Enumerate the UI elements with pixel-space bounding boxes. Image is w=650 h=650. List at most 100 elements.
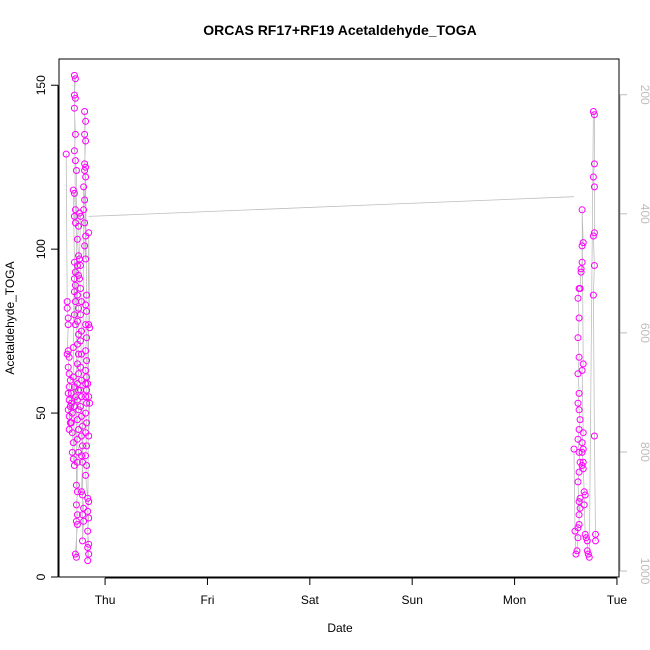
- data-point: [68, 409, 76, 417]
- data-point: [73, 262, 81, 269]
- data-point: [576, 285, 584, 292]
- data-point: [81, 130, 89, 138]
- data-point: [589, 291, 597, 299]
- data-point: [71, 75, 79, 83]
- x-tick-label: Tue: [607, 593, 628, 607]
- data-point: [68, 429, 76, 437]
- data-point: [578, 462, 586, 469]
- y2-axis: 200 400 600 800 1000: [619, 85, 650, 585]
- data-point: [83, 419, 91, 427]
- data-point: [579, 465, 587, 473]
- data-point: [70, 71, 78, 79]
- data-point: [69, 186, 77, 194]
- data-point: [84, 380, 92, 388]
- data-point: [579, 429, 587, 437]
- data-point: [579, 445, 587, 453]
- data-point: [583, 547, 591, 555]
- data-point: [79, 537, 86, 545]
- y-tick-label: 0: [34, 573, 48, 580]
- data-point: [63, 304, 71, 312]
- data-point: [574, 524, 582, 532]
- data-point: [82, 452, 90, 460]
- data-point: [580, 501, 588, 509]
- y2-tick-label: 200: [638, 85, 650, 105]
- data-points: [62, 71, 599, 565]
- data-point: [85, 432, 93, 440]
- data-point: [82, 255, 90, 263]
- plot-frame: [58, 58, 620, 578]
- data-point: [81, 108, 89, 115]
- data-point: [82, 380, 90, 388]
- x-tick-label: Thu: [95, 593, 116, 607]
- x-tick-label: Sat: [301, 593, 320, 607]
- data-point: [578, 206, 586, 214]
- data-point: [75, 350, 82, 358]
- data-point: [72, 501, 80, 509]
- data-point: [85, 321, 93, 329]
- data-point: [590, 183, 598, 191]
- data-point: [71, 157, 79, 165]
- data-point: [75, 386, 82, 394]
- y-tick-label: 100: [34, 239, 48, 259]
- data-point: [75, 271, 82, 279]
- data-point: [75, 304, 82, 312]
- data-point: [84, 507, 92, 515]
- y2-tick-label: 1000: [638, 558, 650, 585]
- data-point: [82, 173, 90, 181]
- data-point: [75, 370, 82, 378]
- data-point: [73, 317, 81, 325]
- data-point: [75, 222, 82, 230]
- data-point: [82, 301, 90, 309]
- x-axis-label: Date: [327, 621, 353, 635]
- data-point: [574, 294, 582, 302]
- data-point: [64, 389, 72, 397]
- trace-line-bridge: [88, 196, 575, 217]
- data-point: [77, 262, 84, 269]
- data-point: [577, 268, 585, 276]
- data-point: [79, 442, 86, 450]
- data-point: [70, 147, 78, 155]
- data-point: [73, 511, 81, 519]
- data-point: [82, 367, 90, 374]
- data-point: [67, 419, 75, 427]
- data-point: [575, 389, 583, 397]
- data-point: [578, 367, 586, 374]
- y-axis: 0 50 100 150: [34, 75, 59, 580]
- data-point: [82, 409, 90, 417]
- data-point: [62, 150, 70, 158]
- data-point: [82, 163, 90, 171]
- data-point: [590, 160, 598, 168]
- data-point: [573, 547, 581, 555]
- data-point: [83, 291, 91, 299]
- chart-title: ORCAS RF17+RF19 Acetaldehyde_TOGA: [203, 22, 476, 38]
- data-point: [73, 291, 81, 299]
- data-point: [589, 232, 597, 240]
- data-point: [82, 347, 90, 355]
- data-point: [78, 393, 85, 401]
- data-point: [578, 242, 586, 250]
- data-point: [590, 111, 598, 119]
- trace-line-flight-1: [65, 75, 91, 561]
- data-point: [77, 403, 84, 410]
- data-point: [82, 137, 90, 145]
- data-point: [79, 511, 86, 519]
- data-point: [77, 337, 84, 345]
- data-point: [81, 160, 89, 168]
- data-point: [86, 324, 94, 332]
- data-point: [75, 252, 82, 260]
- data-point: [575, 511, 583, 519]
- data-point: [82, 393, 90, 401]
- data-point: [581, 491, 589, 499]
- data-point: [63, 298, 71, 306]
- data-point: [576, 416, 584, 424]
- data-point: [64, 347, 72, 355]
- data-point: [575, 521, 583, 528]
- data-point: [83, 442, 91, 450]
- data-point: [590, 229, 598, 237]
- data-point: [65, 353, 73, 361]
- data-point: [85, 393, 93, 401]
- data-point: [80, 517, 88, 525]
- data-point: [70, 91, 78, 99]
- data-point: [77, 363, 84, 371]
